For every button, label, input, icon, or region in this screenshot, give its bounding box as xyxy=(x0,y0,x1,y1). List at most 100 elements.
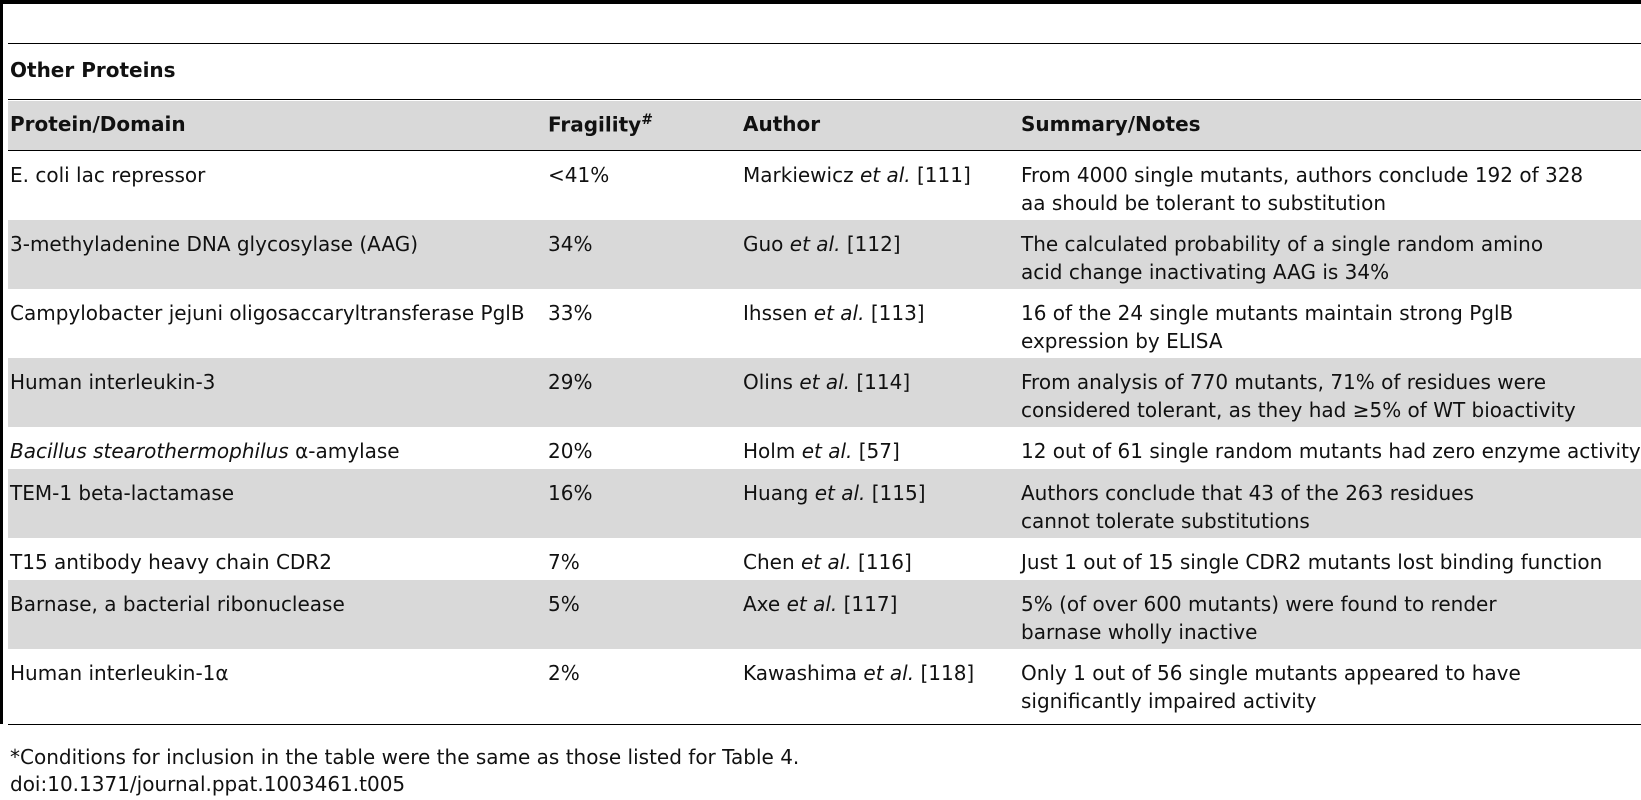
header-rule-bottom xyxy=(8,150,1641,151)
author-name: Huang xyxy=(743,481,809,505)
cell-protein: Campylobacter jejuni oligosaccaryltransf… xyxy=(10,299,530,327)
summary-line: 16 of the 24 single mutants maintain str… xyxy=(1021,301,1514,325)
table-row: Human interleukin-1α 2% Kawashima et al. [… xyxy=(8,649,1641,718)
summary-line: barnase wholly inactive xyxy=(1021,620,1258,644)
table-row: E. coli lac repressor <41% Markiewicz et a… xyxy=(8,151,1641,220)
cell-fragility: 33% xyxy=(548,301,593,325)
table-row: Campylobacter jejuni oligosaccaryltransf… xyxy=(8,289,1641,358)
summary-line: From analysis of 770 mutants, 71% of res… xyxy=(1021,370,1547,394)
cell-summary: 5% (of over 600 mutants) were found to r… xyxy=(1021,590,1641,646)
header-summary: Summary/Notes xyxy=(1021,112,1201,136)
cell-fragility: 5% xyxy=(548,592,580,616)
cell-protein: Human interleukin-3 xyxy=(10,368,530,396)
author-ref: [57] xyxy=(858,439,900,463)
cell-fragility: 16% xyxy=(548,481,593,505)
author-name: Chen xyxy=(743,550,795,574)
cell-fragility: <41% xyxy=(548,163,610,187)
author-name: Holm xyxy=(743,439,796,463)
cell-summary: 16 of the 24 single mutants maintain str… xyxy=(1021,299,1641,355)
cell-summary: Just 1 out of 15 single CDR2 mutants los… xyxy=(1021,548,1641,576)
summary-line: Just 1 out of 15 single CDR2 mutants los… xyxy=(1021,550,1603,574)
summary-line: expression by ELISA xyxy=(1021,329,1223,353)
author-etal: et al. xyxy=(800,550,852,574)
cell-summary: Only 1 out of 56 single mutants appeared… xyxy=(1021,659,1641,715)
left-border-rule xyxy=(0,0,3,724)
summary-line: significantly impaired activity xyxy=(1021,689,1317,713)
summary-line: aa should be tolerant to substitution xyxy=(1021,191,1387,215)
header-fragility: Fragility# xyxy=(548,112,653,137)
author-name: Kawashima xyxy=(743,661,858,685)
cell-author: Olins et al. [114] xyxy=(743,368,1013,396)
cell-summary: From 4000 single mutants, authors conclu… xyxy=(1021,161,1641,217)
author-ref: [114] xyxy=(856,370,911,394)
top-border-rule xyxy=(0,0,1641,4)
section-rule-top xyxy=(8,43,1641,44)
header-fragility-label: Fragility xyxy=(548,112,642,137)
table-row: 3-methyladenine DNA glycosylase (AAG) 34%… xyxy=(8,220,1641,289)
cell-author: Axe et al. [117] xyxy=(743,590,1013,618)
summary-line: 5% (of over 600 mutants) were found to r… xyxy=(1021,592,1497,616)
table-header: Protein/Domain Fragility# Author Summary… xyxy=(8,101,1641,150)
cell-fragility: 20% xyxy=(548,439,593,463)
author-ref: [113] xyxy=(870,301,925,325)
author-ref: [115] xyxy=(871,481,926,505)
table-row: Bacillus stearothermophilus α-amylase 20%… xyxy=(8,427,1641,469)
author-etal: et al. xyxy=(786,592,838,616)
doi-text: doi:10.1371/journal.ppat.1003461.t005 xyxy=(10,772,406,796)
author-etal: et al. xyxy=(799,370,850,394)
cell-summary: The calculated probability of a single r… xyxy=(1021,230,1641,286)
cell-protein: 3-methyladenine DNA glycosylase (AAG) xyxy=(10,230,530,258)
cell-protein: Human interleukin-1α xyxy=(10,659,530,687)
table-row: Barnase, a bacterial ribonuclease 5% Axe e… xyxy=(8,580,1641,649)
author-name: Markiewicz xyxy=(743,163,854,187)
cell-author: Markiewicz et al. [111] xyxy=(743,161,1013,189)
cell-protein: Barnase, a bacterial ribonuclease xyxy=(10,590,530,618)
summary-line: 12 out of 61 single random mutants had z… xyxy=(1021,439,1641,463)
author-name: Axe xyxy=(743,592,781,616)
author-etal: et al. xyxy=(789,232,841,256)
cell-author: Holm et al. [57] xyxy=(743,437,1013,465)
protein-text: T15 antibody heavy chain CDR2 xyxy=(10,550,332,574)
author-name: Ihssen xyxy=(743,301,808,325)
header-author: Author xyxy=(743,112,821,136)
summary-line: From 4000 single mutants, authors conclu… xyxy=(1021,163,1584,187)
cell-author: Guo et al. [112] xyxy=(743,230,1013,258)
cell-protein: Bacillus stearothermophilus α-amylase xyxy=(10,437,530,465)
author-ref: [117] xyxy=(843,592,898,616)
protein-text: Human interleukin-1α xyxy=(10,661,229,685)
author-etal: et al. xyxy=(814,481,866,505)
summary-line: considered tolerant, as they had ≥5% of … xyxy=(1021,398,1576,422)
protein-suffix-text: α-amylase xyxy=(288,439,400,463)
author-ref: [116] xyxy=(858,550,912,574)
cell-author: Chen et al. [116] xyxy=(743,548,1013,576)
cell-fragility: 34% xyxy=(548,232,593,256)
protein-text: Campylobacter jejuni oligosaccaryltransf… xyxy=(10,301,525,325)
protein-text: Barnase, a bacterial ribonuclease xyxy=(10,592,345,616)
author-etal: et al. xyxy=(801,439,853,463)
cell-protein: T15 antibody heavy chain CDR2 xyxy=(10,548,530,576)
table-footnote: *Conditions for inclusion in the table w… xyxy=(10,745,800,769)
protein-text: Human interleukin-3 xyxy=(10,370,216,394)
header-fragility-mark: # xyxy=(641,112,653,128)
author-etal: et al. xyxy=(813,301,865,325)
table-row: T15 antibody heavy chain CDR2 7% Chen et a… xyxy=(8,538,1641,580)
summary-line: Only 1 out of 56 single mutants appeared… xyxy=(1021,661,1521,685)
author-ref: [118] xyxy=(920,661,975,685)
table-row: TEM-1 beta-lactamase 16% Huang et al. [115… xyxy=(8,469,1641,538)
author-etal: et al. xyxy=(863,661,915,685)
protein-italic-text: Bacillus stearothermophilus xyxy=(10,439,289,463)
cell-summary: From analysis of 770 mutants, 71% of res… xyxy=(1021,368,1641,424)
header-protein: Protein/Domain xyxy=(10,112,186,136)
summary-line: Authors conclude that 43 of the 263 resi… xyxy=(1021,481,1474,505)
author-ref: [112] xyxy=(846,232,901,256)
summary-line: acid change inactivating AAG is 34% xyxy=(1021,260,1390,284)
protein-text: TEM-1 beta-lactamase xyxy=(10,481,235,505)
summary-line: cannot tolerate substitutions xyxy=(1021,509,1310,533)
cell-author: Huang et al. [115] xyxy=(743,479,1013,507)
author-ref: [111] xyxy=(917,163,971,187)
cell-protein: E. coli lac repressor xyxy=(10,161,530,189)
author-name: Olins xyxy=(743,370,793,394)
cell-summary: Authors conclude that 43 of the 263 resi… xyxy=(1021,479,1641,535)
table-row: Human interleukin-3 29% Olins et al. [114]… xyxy=(8,358,1641,427)
cell-fragility: 2% xyxy=(548,661,580,685)
